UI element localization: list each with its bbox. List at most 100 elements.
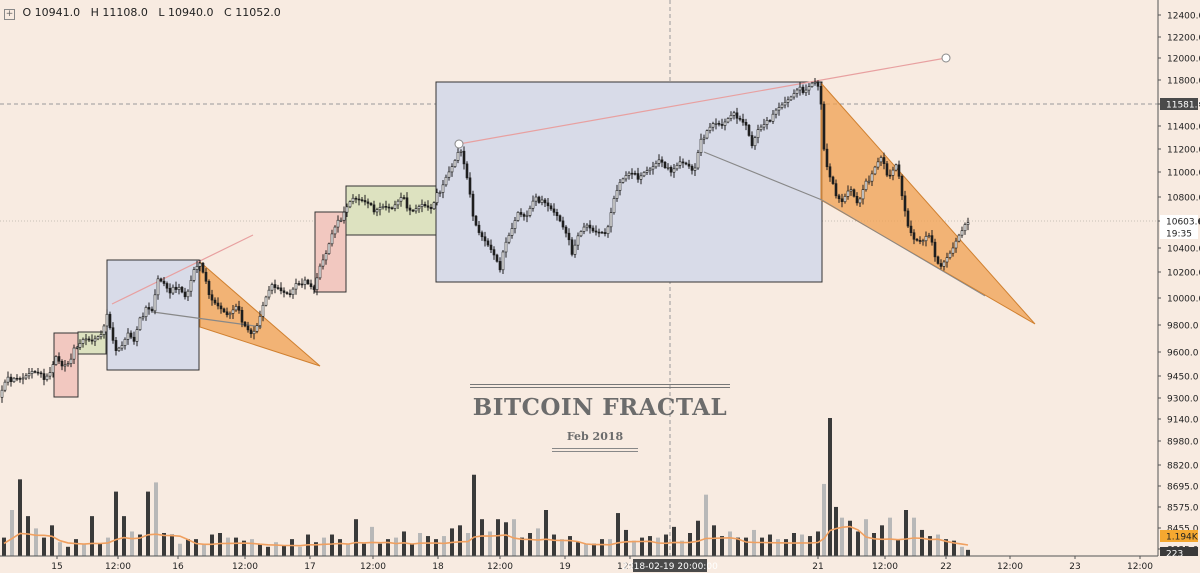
- volume-bar: [480, 519, 484, 556]
- candle-body: [552, 208, 556, 213]
- trendline-gray-lower: [821, 199, 986, 297]
- candle-body: [192, 269, 196, 281]
- candle-body: [441, 184, 445, 193]
- volume-bar: [592, 543, 596, 556]
- candle-body: [684, 162, 688, 165]
- volume-value-label: 1.194K: [1166, 533, 1199, 543]
- time-tick-label: 22: [940, 562, 951, 572]
- candle-body: [720, 124, 724, 126]
- candle-body: [447, 171, 451, 178]
- volume-bar: [608, 539, 612, 556]
- time-tick-label: 19: [559, 562, 571, 572]
- candle-body: [528, 207, 532, 216]
- expand-legend-icon[interactable]: +: [4, 9, 15, 20]
- volume-bar: [848, 520, 852, 556]
- volume-bar: [880, 525, 884, 556]
- candle-body: [351, 197, 355, 202]
- candle-body: [843, 196, 847, 202]
- volume-bar: [680, 540, 684, 556]
- last-price-label: 10603.0: [1166, 218, 1200, 228]
- candle-body: [411, 209, 415, 212]
- candle-body: [948, 252, 952, 258]
- candle-body: [180, 286, 184, 293]
- candle-body: [486, 240, 490, 246]
- candle-body: [759, 126, 763, 130]
- annotation-title-block: BITCOIN FRACTAL: [470, 382, 730, 425]
- candle-body: [930, 235, 934, 243]
- volume-bar: [234, 537, 238, 556]
- candle-body: [570, 239, 574, 255]
- candle-body: [51, 364, 55, 373]
- candle-body: [801, 86, 805, 93]
- candle-body: [330, 233, 334, 245]
- price-tick-label: 9450.0: [1167, 373, 1199, 383]
- candle-body: [345, 206, 349, 213]
- annotation-subtitle-block: Feb 2018: [540, 430, 650, 454]
- volume-bar: [402, 531, 406, 556]
- candle-body: [897, 164, 901, 177]
- candle-body: [906, 210, 910, 227]
- candle-body: [39, 372, 43, 375]
- candle-body: [771, 113, 775, 122]
- candle-body: [222, 308, 226, 313]
- candle-body: [792, 93, 796, 98]
- candle-body: [699, 138, 703, 153]
- candle-body: [426, 205, 430, 208]
- candle-body: [303, 279, 307, 285]
- candle-body: [810, 82, 814, 87]
- volume-bar: [856, 531, 860, 556]
- candle-body: [423, 204, 427, 207]
- volume-bars: [2, 418, 970, 556]
- candle-body: [438, 192, 442, 194]
- candle-body: [249, 329, 253, 335]
- candlesticks: [0, 78, 970, 403]
- candle-body: [156, 278, 160, 296]
- candle-body: [45, 375, 49, 380]
- volume-bar: [346, 543, 350, 556]
- candle-body: [48, 372, 52, 377]
- candle-body: [462, 150, 466, 165]
- candle-body: [579, 231, 583, 237]
- candle-body: [834, 183, 838, 197]
- candle-body: [174, 286, 178, 290]
- candle-body: [633, 173, 637, 175]
- volume-bar: [434, 539, 438, 556]
- candle-body: [879, 157, 883, 163]
- candle-body: [87, 338, 91, 341]
- candle-body: [840, 198, 844, 202]
- candle-body: [84, 338, 88, 341]
- trendline-anchor-start: [454, 139, 464, 149]
- volume-bar: [624, 529, 628, 556]
- volume-bar: [704, 494, 708, 556]
- candle-body: [363, 200, 367, 203]
- candle-body: [645, 170, 649, 173]
- volume-bar: [744, 537, 748, 556]
- candle-body: [786, 99, 790, 103]
- candle-body: [255, 325, 259, 332]
- volume-bar: [354, 519, 358, 556]
- volume-bar: [186, 539, 190, 556]
- volume-bar: [322, 537, 326, 556]
- candle-body: [876, 161, 880, 168]
- candle-body: [186, 290, 190, 298]
- annotation-title: BITCOIN FRACTAL: [472, 394, 728, 421]
- candle-body: [96, 336, 100, 340]
- candle-body: [147, 307, 151, 310]
- volume-bar: [218, 533, 222, 556]
- candle-body: [243, 321, 247, 327]
- price-tick-label: 10200.0: [1167, 269, 1200, 279]
- candle-body: [789, 96, 793, 101]
- price-tick-label: 12200.0: [1167, 34, 1200, 44]
- price-tick-label: 8695.0: [1167, 483, 1199, 493]
- time-axis: 15 12:00 16 12:00 17 12:00 18 12:00 19 12:00 21 12:…: [0, 555, 1200, 573]
- candle-body: [795, 89, 799, 94]
- candle-body: [657, 159, 661, 164]
- trendlines: [111, 53, 986, 328]
- candle-body: [534, 196, 538, 202]
- candle-body: [951, 247, 955, 254]
- candle-body: [165, 283, 169, 289]
- candle-body: [78, 343, 82, 348]
- price-tick-label: 9800.0: [1167, 322, 1199, 332]
- volume-bar: [98, 543, 102, 556]
